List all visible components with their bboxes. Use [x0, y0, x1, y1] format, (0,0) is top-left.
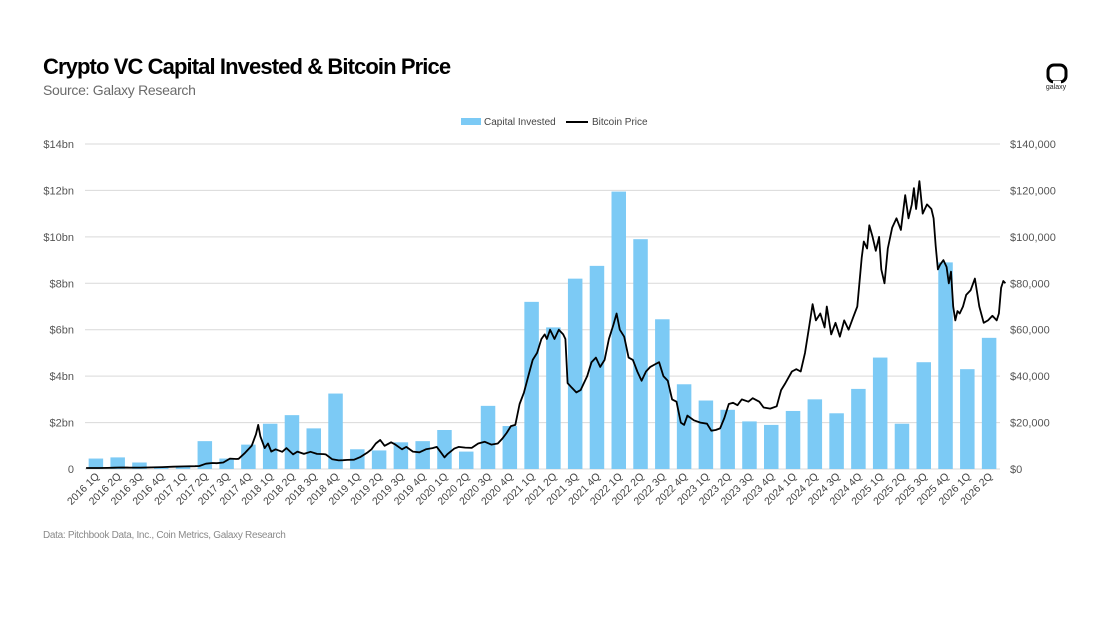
- right-tick-label: $60,000: [1010, 325, 1050, 337]
- bar: [524, 301, 539, 469]
- legend: Capital Invested Bitcoin Price: [461, 117, 648, 128]
- bar: [807, 399, 823, 469]
- left-tick-label: $8bn: [50, 278, 74, 290]
- legend-swatch-capital-invested: [461, 118, 481, 125]
- bar: [284, 415, 300, 469]
- bar: [742, 421, 757, 469]
- bitcoin-price-line: [86, 180, 1007, 469]
- bar: [981, 337, 997, 469]
- bar: [851, 388, 866, 469]
- right-axis-ticks: $0 $20,000 $40,000 $60,000 $80,000 $100,000 $1…: [1010, 139, 1056, 476]
- bar: [175, 466, 191, 469]
- left-axis-ticks: 0 $2bn $4bn $6bn $8bn $10bn $12bn $14bn: [43, 139, 74, 476]
- bar: [611, 191, 626, 469]
- bar: [546, 327, 561, 469]
- chart-title: Crypto VC Capital Invested & Bitcoin Pri…: [43, 54, 451, 79]
- bar: [764, 424, 779, 469]
- bar: [567, 278, 583, 469]
- bar: [110, 457, 125, 469]
- left-tick-label: $4bn: [50, 371, 74, 383]
- bar: [589, 265, 605, 469]
- bar: [785, 410, 801, 469]
- left-tick-label: $14bn: [43, 139, 74, 151]
- bar: [938, 262, 953, 469]
- bar: [306, 428, 321, 469]
- bar-series-capital-invested: [88, 191, 997, 469]
- line-series-bitcoin-price: [86, 180, 1007, 469]
- bar: [698, 400, 714, 469]
- bar: [415, 441, 430, 469]
- bar: [502, 426, 518, 469]
- bar: [328, 393, 343, 469]
- data-source-note: Data: Pitchbook Data, Inc., Coin Metrics…: [43, 530, 286, 541]
- left-tick-label: 0: [68, 464, 74, 476]
- bar: [88, 458, 104, 469]
- bar: [480, 405, 496, 469]
- bar: [154, 467, 169, 469]
- left-tick-label: $6bn: [50, 325, 74, 337]
- bar: [219, 458, 234, 469]
- bar: [241, 444, 256, 469]
- left-tick-label: $2bn: [50, 418, 74, 430]
- right-tick-label: $0: [1010, 464, 1022, 476]
- bar: [132, 462, 147, 469]
- bar: [633, 239, 648, 469]
- left-tick-label: $10bn: [43, 232, 74, 244]
- bar: [872, 357, 888, 469]
- right-tick-label: $100,000: [1010, 232, 1056, 244]
- right-tick-label: $120,000: [1010, 185, 1056, 197]
- bar: [829, 413, 844, 469]
- chart-subtitle: Source: Galaxy Research: [43, 82, 196, 98]
- right-tick-label: $20,000: [1010, 418, 1050, 430]
- bar: [262, 423, 278, 469]
- bar: [676, 384, 692, 469]
- bar: [459, 451, 474, 469]
- bar: [437, 430, 452, 469]
- galaxy-logo-icon: [1046, 63, 1068, 84]
- bar: [197, 441, 213, 469]
- right-tick-label: $80,000: [1010, 278, 1050, 290]
- bar: [960, 369, 975, 469]
- right-tick-label: $140,000: [1010, 139, 1056, 151]
- gridlines: [85, 143, 1000, 470]
- bar: [655, 319, 670, 469]
- bar: [720, 409, 735, 469]
- bar: [393, 442, 409, 469]
- legend-label-capital-invested: Capital Invested: [484, 117, 556, 128]
- bar: [894, 423, 910, 469]
- bar: [371, 450, 387, 469]
- right-tick-label: $40,000: [1010, 371, 1050, 383]
- left-tick-label: $12bn: [43, 185, 74, 197]
- bar: [916, 362, 931, 469]
- legend-label-bitcoin-price: Bitcoin Price: [592, 117, 648, 128]
- logo-text: galaxy: [1045, 84, 1067, 91]
